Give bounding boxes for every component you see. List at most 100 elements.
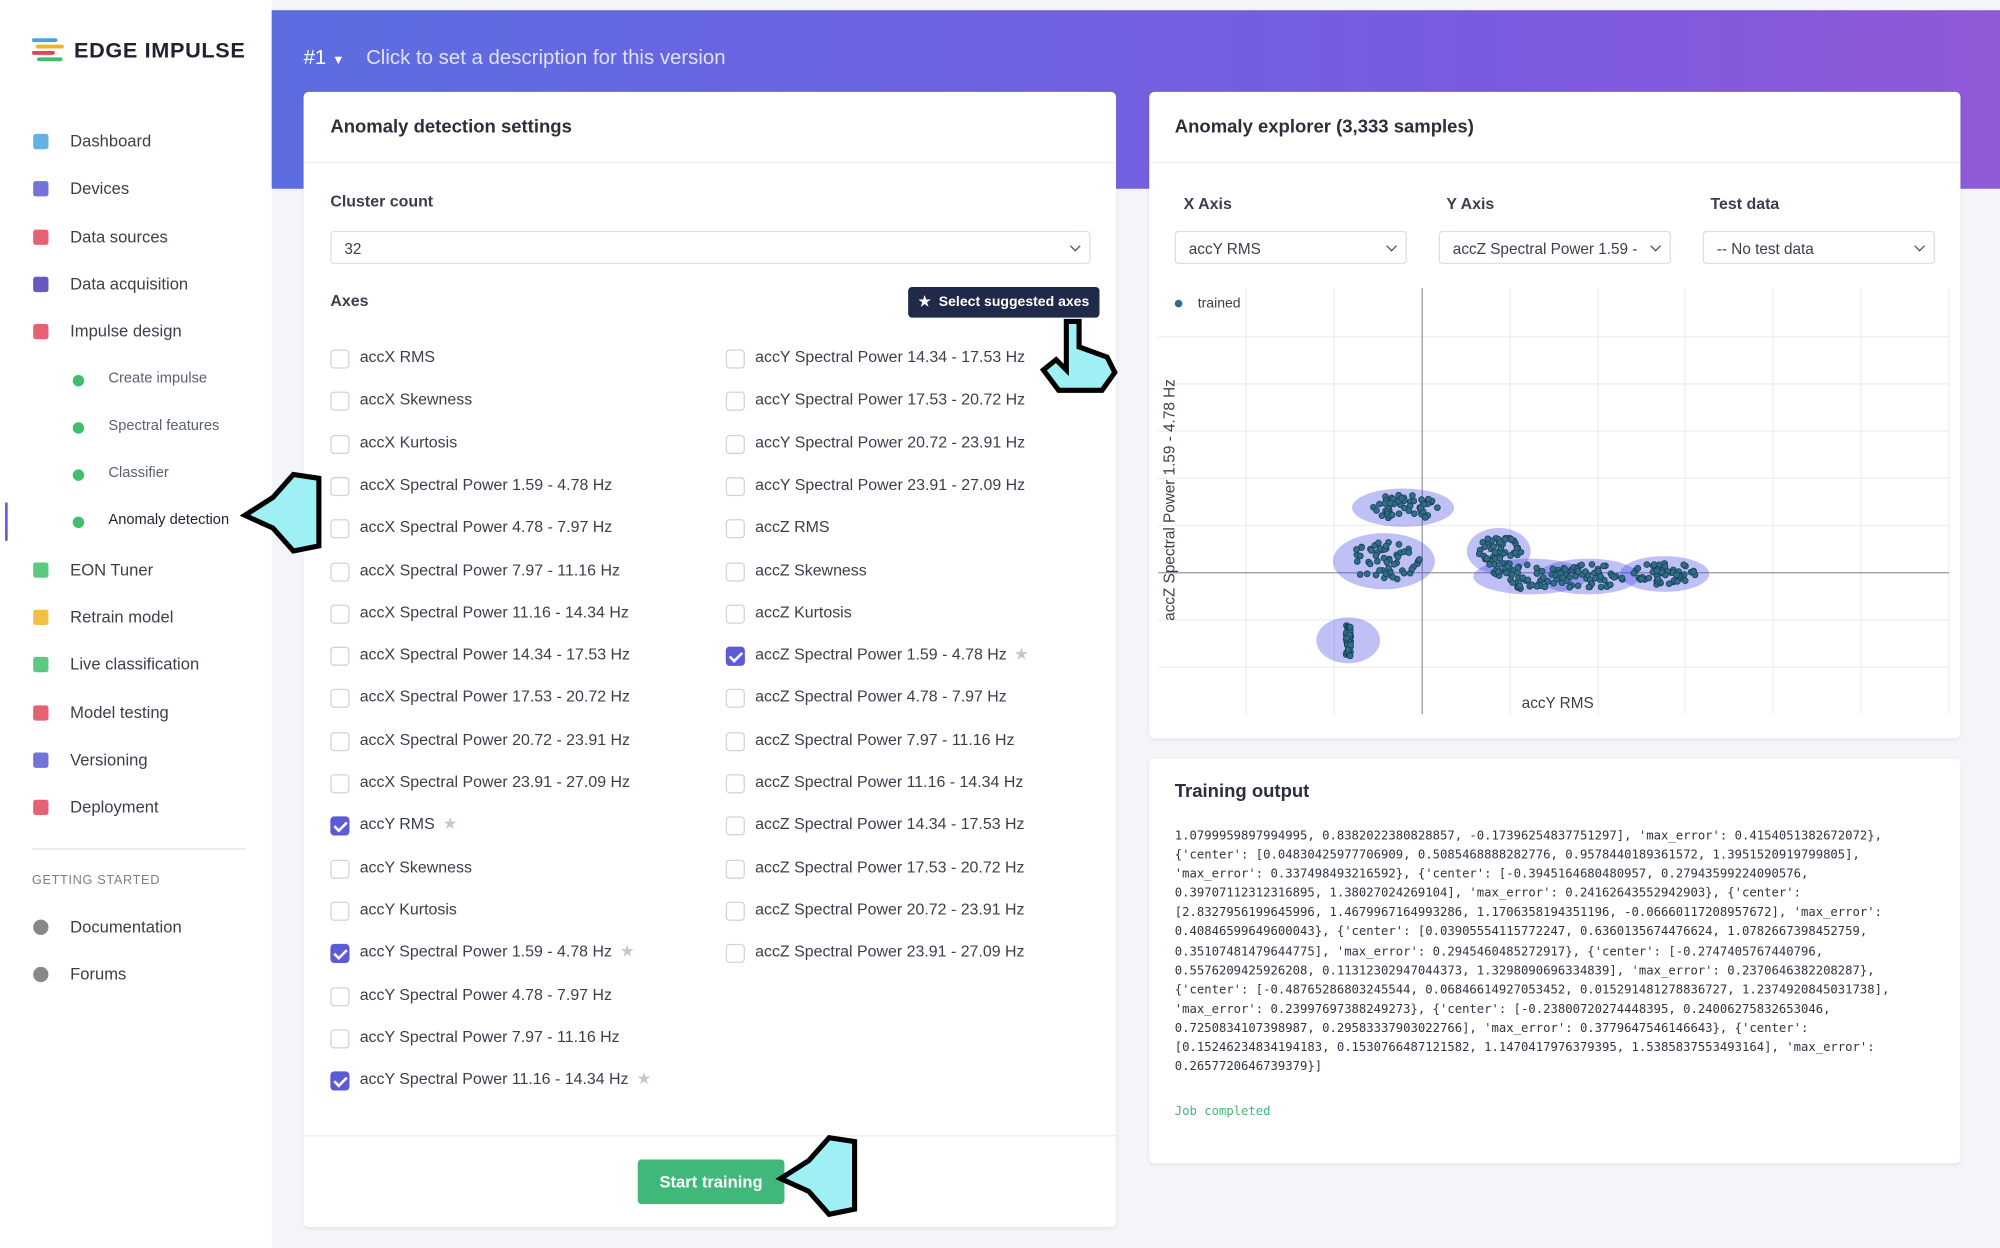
axis-label[interactable]: accZ Spectral Power 23.91 - 27.09 Hz — [755, 942, 1025, 961]
nav-item[interactable]: Data acquisition — [70, 274, 189, 294]
axis-label[interactable]: accZ Spectral Power 11.16 - 14.34 Hz — [755, 772, 1024, 791]
axis-label[interactable]: accX Spectral Power 14.34 - 17.53 Hz — [359, 645, 631, 664]
axis-label[interactable]: accY Spectral Power 1.59 - 4.78 Hz — [359, 942, 612, 961]
axis-label[interactable]: accY Kurtosis — [359, 900, 457, 919]
checkbox[interactable] — [725, 731, 745, 751]
y-axis-select[interactable]: accZ Spectral Power 1.59 - 4.78 Hz — [1438, 230, 1671, 265]
nav-item[interactable]: Forums — [70, 964, 127, 984]
axis-label[interactable]: accZ Spectral Power 1.59 - 4.78 Hz — [755, 645, 1007, 664]
nav-item[interactable]: Live classification — [70, 654, 200, 674]
checkbox[interactable] — [725, 901, 745, 921]
checkbox[interactable] — [725, 859, 745, 879]
checkbox[interactable] — [330, 859, 350, 879]
axis-label[interactable]: accZ Spectral Power 20.72 - 23.91 Hz — [755, 900, 1025, 919]
checkbox[interactable] — [725, 944, 745, 964]
axis-label[interactable]: accY Spectral Power 20.72 - 23.91 Hz — [755, 433, 1026, 452]
sample-point — [1516, 582, 1524, 590]
axis-label[interactable]: accZ Spectral Power 4.78 - 7.97 Hz — [755, 687, 1007, 706]
nav-item[interactable]: Documentation — [70, 917, 182, 937]
checkbox[interactable] — [330, 391, 350, 412]
axis-label[interactable]: accZ RMS — [755, 518, 830, 536]
axis-label[interactable]: accZ Spectral Power 14.34 - 17.53 Hz — [755, 815, 1025, 834]
axis-label[interactable]: accX Spectral Power 11.16 - 14.34 Hz — [359, 603, 629, 621]
nav-item[interactable]: Data sources — [70, 226, 168, 246]
axis-label[interactable]: accX Skewness — [359, 390, 473, 409]
axis-label[interactable]: accY Spectral Power 23.91 - 27.09 Hz — [755, 475, 1026, 494]
checkbox[interactable] — [725, 561, 745, 581]
checkbox[interactable] — [330, 519, 350, 539]
checkbox[interactable] — [725, 434, 745, 454]
nav-item[interactable]: Versioning — [70, 749, 148, 769]
axis-label[interactable]: accX Spectral Power 20.72 - 23.91 Hz — [359, 730, 631, 749]
axis-label[interactable]: accY Skewness — [359, 857, 472, 876]
axis-label[interactable]: accX Spectral Power 7.97 - 11.16 Hz — [359, 560, 620, 579]
checkbox[interactable] — [330, 816, 350, 836]
nav-item[interactable]: Impulse design — [70, 321, 182, 341]
checkbox[interactable] — [725, 816, 745, 836]
checkbox[interactable] — [330, 646, 350, 666]
nav-item[interactable]: Create impulse — [108, 370, 208, 386]
axis-label[interactable]: accZ Skewness — [755, 560, 867, 579]
select-value[interactable]: accZ Spectral Power 1.59 - 4.78 Hz — [1452, 239, 1638, 258]
checkbox[interactable] — [330, 1029, 350, 1049]
nav-item[interactable]: Devices — [70, 178, 130, 199]
axis-label[interactable]: accY RMS — [359, 815, 435, 834]
version-selector[interactable]: #1 ▼ — [303, 47, 345, 69]
checkbox[interactable] — [725, 689, 745, 709]
start-training-button[interactable]: Start training — [637, 1159, 785, 1205]
checkbox[interactable] — [725, 519, 745, 539]
test-data-select[interactable]: -- No test data — [1702, 230, 1935, 265]
nav-item[interactable]: Dashboard — [70, 131, 152, 151]
sample-point — [1375, 539, 1382, 547]
axis-label[interactable]: accX RMS — [359, 348, 436, 367]
checkbox[interactable] — [330, 731, 350, 751]
suggest-button[interactable]: ★ Select suggested axes — [908, 286, 1100, 318]
checkbox[interactable] — [330, 476, 350, 497]
checkbox[interactable] — [725, 646, 745, 666]
nav-item[interactable]: Classifier — [108, 465, 169, 481]
axis-label[interactable]: accY Spectral Power 11.16 - 14.34 Hz — [359, 1070, 629, 1089]
checkbox[interactable] — [330, 689, 350, 709]
nav-item[interactable]: Anomaly detection — [108, 513, 230, 529]
axis-label[interactable]: accX Spectral Power 1.59 - 4.78 Hz — [359, 475, 613, 494]
checkbox[interactable] — [330, 901, 350, 921]
cluster-value[interactable]: 32 — [344, 239, 362, 258]
checkbox[interactable] — [330, 1071, 350, 1091]
checkbox[interactable] — [330, 349, 350, 369]
nav-item[interactable]: Model testing — [70, 702, 169, 722]
checkbox[interactable] — [330, 774, 350, 794]
axis-label[interactable]: accX Spectral Power 4.78 - 7.97 Hz — [359, 518, 613, 536]
checkbox[interactable] — [725, 476, 745, 497]
axis-label[interactable]: accX Spectral Power 17.53 - 20.72 Hz — [359, 687, 631, 706]
checkbox[interactable] — [725, 349, 745, 369]
nav-item[interactable]: Retrain model — [70, 607, 174, 627]
axis-label[interactable]: accY Spectral Power 7.97 - 11.16 Hz — [359, 1027, 620, 1046]
version-description[interactable]: Click to set a description for this vers… — [366, 47, 726, 69]
checkbox[interactable] — [330, 561, 350, 581]
brand: EDGE IMPULSE — [73, 38, 246, 63]
nav-item[interactable]: EON Tuner — [70, 559, 154, 579]
checkbox[interactable] — [330, 944, 350, 964]
axis-label[interactable]: accZ Kurtosis — [755, 603, 852, 621]
checkbox[interactable] — [330, 986, 350, 1006]
cluster-input[interactable]: 32 — [330, 230, 1091, 265]
axis-label[interactable]: accY Spectral Power 4.78 - 7.97 Hz — [359, 985, 612, 1004]
select-value[interactable]: accY RMS — [1188, 239, 1261, 258]
axis-label[interactable]: accZ Spectral Power 7.97 - 11.16 Hz — [755, 730, 1015, 749]
checkbox[interactable] — [330, 434, 350, 454]
checkbox[interactable] — [725, 391, 745, 412]
version[interactable]: #1 — [303, 47, 327, 69]
x-axis-select[interactable]: accY RMS — [1174, 230, 1407, 265]
button-label[interactable]: Select suggested axes — [938, 294, 1090, 310]
axis-label[interactable]: accZ Spectral Power 17.53 - 20.72 Hz — [755, 857, 1025, 876]
nav-item[interactable]: Deployment — [70, 797, 159, 817]
axis-label[interactable]: accY Spectral Power 17.53 - 20.72 Hz — [755, 390, 1026, 409]
nav-item[interactable]: Spectral features — [108, 418, 220, 434]
checkbox[interactable] — [725, 774, 745, 794]
select-value[interactable]: -- No test data — [1716, 239, 1814, 258]
axis-label[interactable]: accX Spectral Power 23.91 - 27.09 Hz — [359, 772, 631, 791]
axis-label[interactable]: accX Kurtosis — [359, 433, 458, 452]
checkbox[interactable] — [330, 604, 350, 624]
axis-label[interactable]: accY Spectral Power 14.34 - 17.53 Hz — [755, 348, 1026, 367]
checkbox[interactable] — [725, 604, 745, 624]
